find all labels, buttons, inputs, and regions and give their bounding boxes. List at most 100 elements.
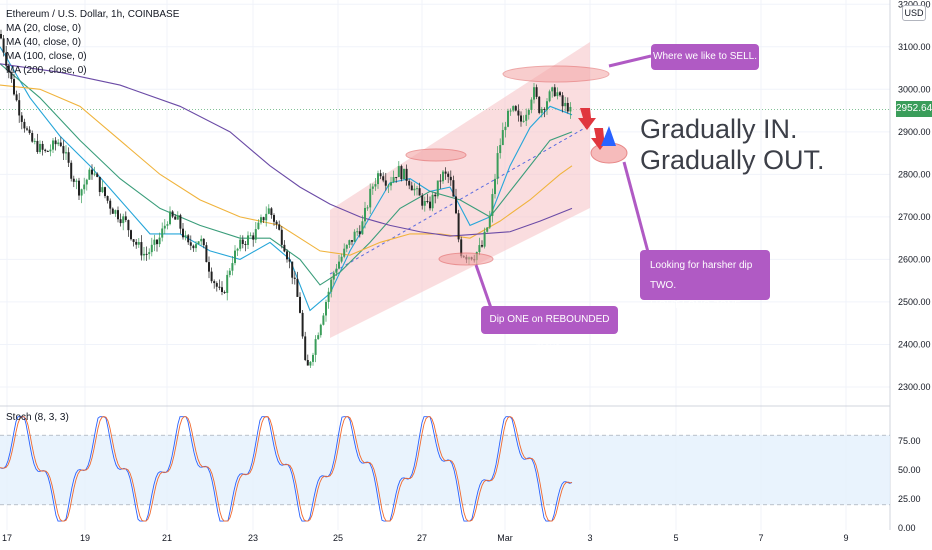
candle-body: [150, 244, 153, 253]
candle-body: [540, 108, 543, 113]
candle-body: [197, 241, 200, 245]
candle-body: [187, 235, 190, 243]
candle-body: [348, 240, 351, 245]
candle-body: [176, 215, 179, 220]
channel-fill: [330, 42, 590, 338]
candle-body: [270, 208, 273, 216]
candle-body: [353, 231, 356, 242]
ma-200-label[interactable]: MA (200, close, 0): [6, 65, 87, 76]
candle-body: [395, 177, 398, 179]
candle-body: [483, 231, 486, 247]
candle-body: [59, 142, 62, 147]
annotation-dip-two-line2: LIGHT LONG ZONE.: [650, 300, 744, 311]
candle-body: [426, 200, 429, 202]
candle-body: [501, 130, 504, 146]
candle-body: [504, 126, 507, 131]
time-tick-label: 25: [333, 533, 343, 543]
candle-body: [436, 180, 439, 197]
last-price-label: 2952.64: [896, 101, 932, 117]
candle-body: [499, 145, 502, 154]
time-tick-label: 5: [673, 533, 678, 543]
candle-body: [400, 166, 403, 180]
annotation-dip-two[interactable]: Looking for harsher dip TWO. LIGHT LONG …: [640, 250, 770, 311]
candle-body: [517, 110, 520, 116]
candle-body: [358, 231, 361, 235]
candle-body: [189, 242, 192, 246]
candle-body: [343, 248, 346, 257]
candle-body: [163, 225, 166, 229]
candle-body: [561, 95, 564, 107]
candle-body: [509, 110, 512, 112]
time-tick-label: 19: [80, 533, 90, 543]
time-tick-label: 3: [587, 533, 592, 543]
candle-body: [174, 216, 177, 220]
candle-body: [140, 242, 143, 256]
headline-line-1: Gradually IN.: [640, 114, 798, 144]
candle-body: [166, 224, 169, 226]
candle-body: [104, 187, 106, 197]
price-tick-label: 3200.00: [898, 0, 931, 9]
time-tick-label: 27: [417, 533, 427, 543]
candle-body: [340, 256, 343, 262]
headline-line-2: Gradually OUT.: [640, 145, 825, 175]
candle-body: [369, 188, 372, 208]
currency-badge[interactable]: USD: [902, 5, 926, 21]
candle-body: [208, 262, 210, 272]
candle-body: [525, 114, 528, 121]
time-tick-label: 9: [843, 533, 848, 543]
candle-body: [556, 92, 559, 97]
candle-body: [288, 259, 291, 262]
time-tick-label: 21: [162, 533, 172, 543]
candle-body: [153, 239, 156, 245]
down-arrow-2: [591, 128, 609, 150]
candle-body: [301, 312, 304, 337]
candle-body: [135, 241, 138, 245]
annotation-dip-one[interactable]: Dip ONE on REBOUNDED move.: [481, 306, 618, 353]
time-tick-label: Mar: [497, 533, 513, 543]
candle-body: [252, 235, 255, 240]
callout-dip-one: [474, 264, 493, 309]
candle-body: [507, 110, 509, 127]
candle-body: [410, 185, 413, 191]
candle-body: [241, 239, 244, 244]
candle-body: [41, 143, 44, 150]
candle-body: [418, 188, 421, 196]
candle-body: [231, 263, 234, 271]
stoch-legend[interactable]: Stoch (8, 3, 3): [6, 412, 69, 423]
stoch-tick-label: 50.00: [898, 465, 921, 475]
candle-body: [317, 335, 320, 340]
candle-body: [548, 91, 551, 102]
ma-40-label[interactable]: MA (40, close, 0): [6, 37, 82, 48]
stoch-tick-label: 75.00: [898, 436, 921, 446]
ma-100-label[interactable]: MA (100, close, 0): [6, 51, 87, 62]
candle-body: [533, 87, 535, 100]
candle-body: [444, 171, 447, 174]
candle-body: [397, 166, 400, 178]
candle-body: [553, 87, 556, 97]
candle-body: [249, 235, 252, 237]
candle-body: [488, 215, 491, 228]
candle-body: [78, 180, 80, 196]
candle-body: [335, 268, 338, 273]
annotation-sell[interactable]: Where we like to SELL.: [651, 44, 759, 70]
candle-body: [228, 270, 231, 275]
candle-body: [49, 149, 52, 152]
candle-body: [392, 177, 395, 183]
candle-body: [280, 229, 283, 245]
candle-body: [421, 195, 424, 206]
candlesticks: [0, 29, 572, 369]
candle-body: [319, 324, 322, 336]
candle-body: [325, 301, 327, 316]
candle-body: [67, 152, 70, 163]
candle-body: [405, 168, 408, 181]
candle-body: [2, 38, 5, 53]
candle-body: [26, 128, 28, 130]
parallel-channel: [329, 42, 591, 338]
candle-body: [31, 133, 34, 142]
candle-body: [314, 339, 317, 355]
candle-body: [273, 215, 275, 222]
candle-body: [254, 229, 257, 240]
candle-body: [23, 121, 26, 129]
ma-20-label[interactable]: MA (20, close, 0): [6, 23, 82, 34]
